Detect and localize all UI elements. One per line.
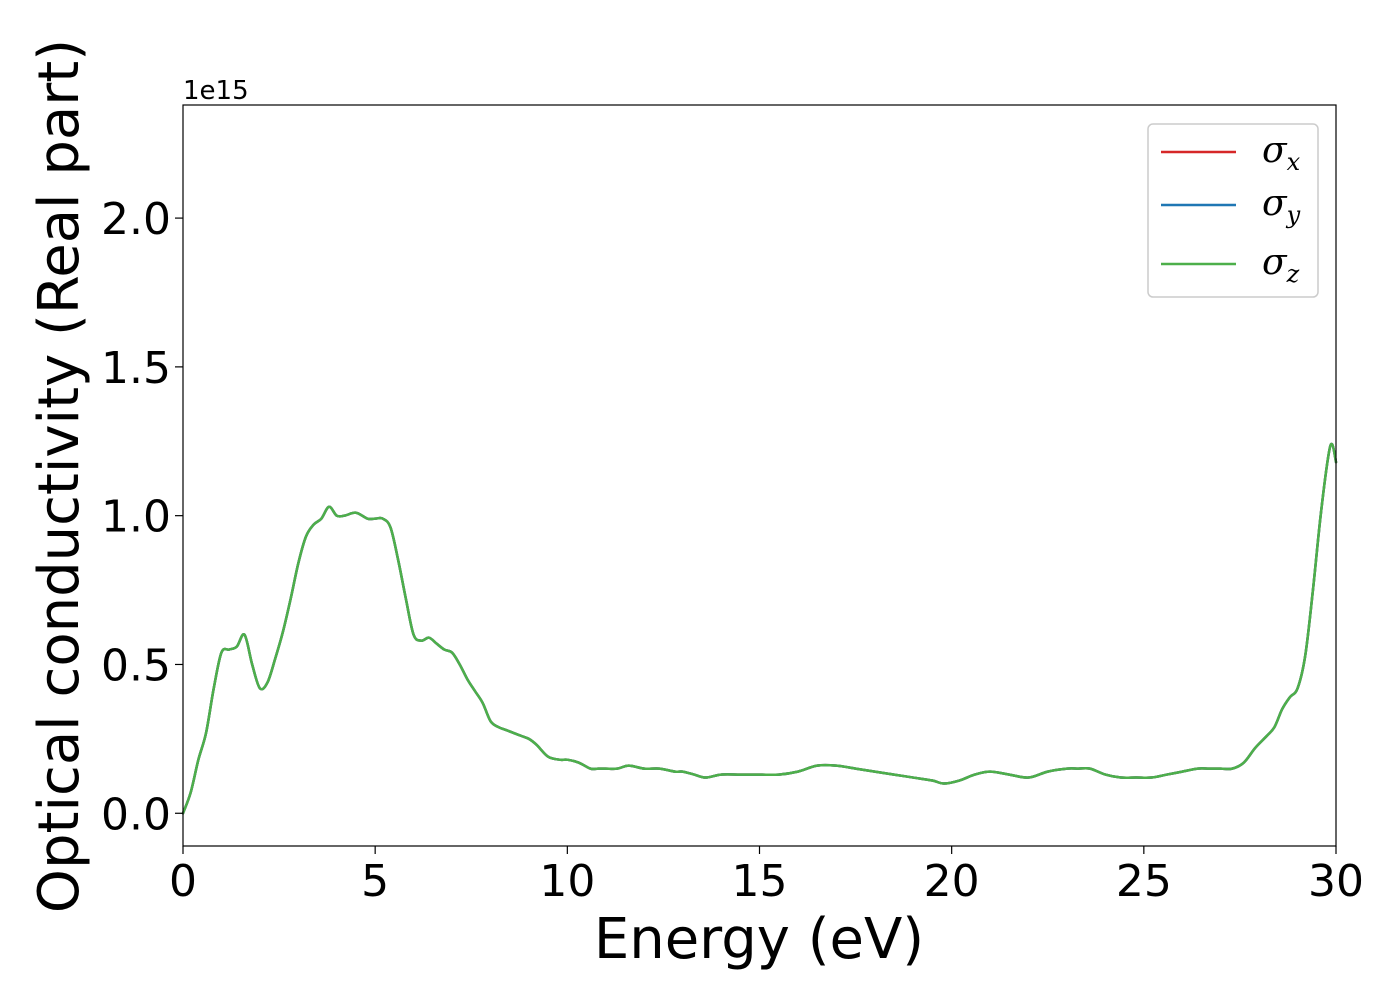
legend-label-x: σx: [1262, 130, 1301, 176]
x-axis: 0 5 10 15 20 25 30: [169, 846, 1364, 907]
x-tick-label: 25: [1116, 856, 1172, 907]
y-axis: 0.0 0.5 1.0 1.5 2.0: [101, 194, 183, 840]
y-offset-label: 1e15: [183, 76, 249, 106]
x-tick-label: 20: [924, 856, 980, 907]
y-tick-label: 0.0: [101, 789, 171, 840]
y-tick-label: 1.0: [101, 492, 171, 543]
series-layer: [181, 442, 1338, 815]
x-tick-label: 10: [539, 856, 595, 907]
x-tick-label: 0: [169, 856, 197, 907]
x-tick-label: 30: [1308, 856, 1364, 907]
legend-box: [1147, 123, 1319, 298]
legend-label-z: σz: [1262, 242, 1300, 288]
x-tick-label: 15: [732, 856, 788, 907]
y-tick-label: 1.5: [101, 343, 171, 394]
legend-label-y: σy: [1262, 183, 1301, 229]
series-line-z: [181, 442, 1338, 815]
x-axis-label: Energy (eV): [594, 907, 924, 972]
y-tick-label: 2.0: [101, 194, 171, 245]
y-tick-label: 0.5: [101, 640, 171, 691]
legend: σx σy σz: [1147, 123, 1319, 298]
x-tick-label: 5: [361, 856, 389, 907]
y-axis-label: Optical conductivity (Real part): [27, 39, 92, 913]
